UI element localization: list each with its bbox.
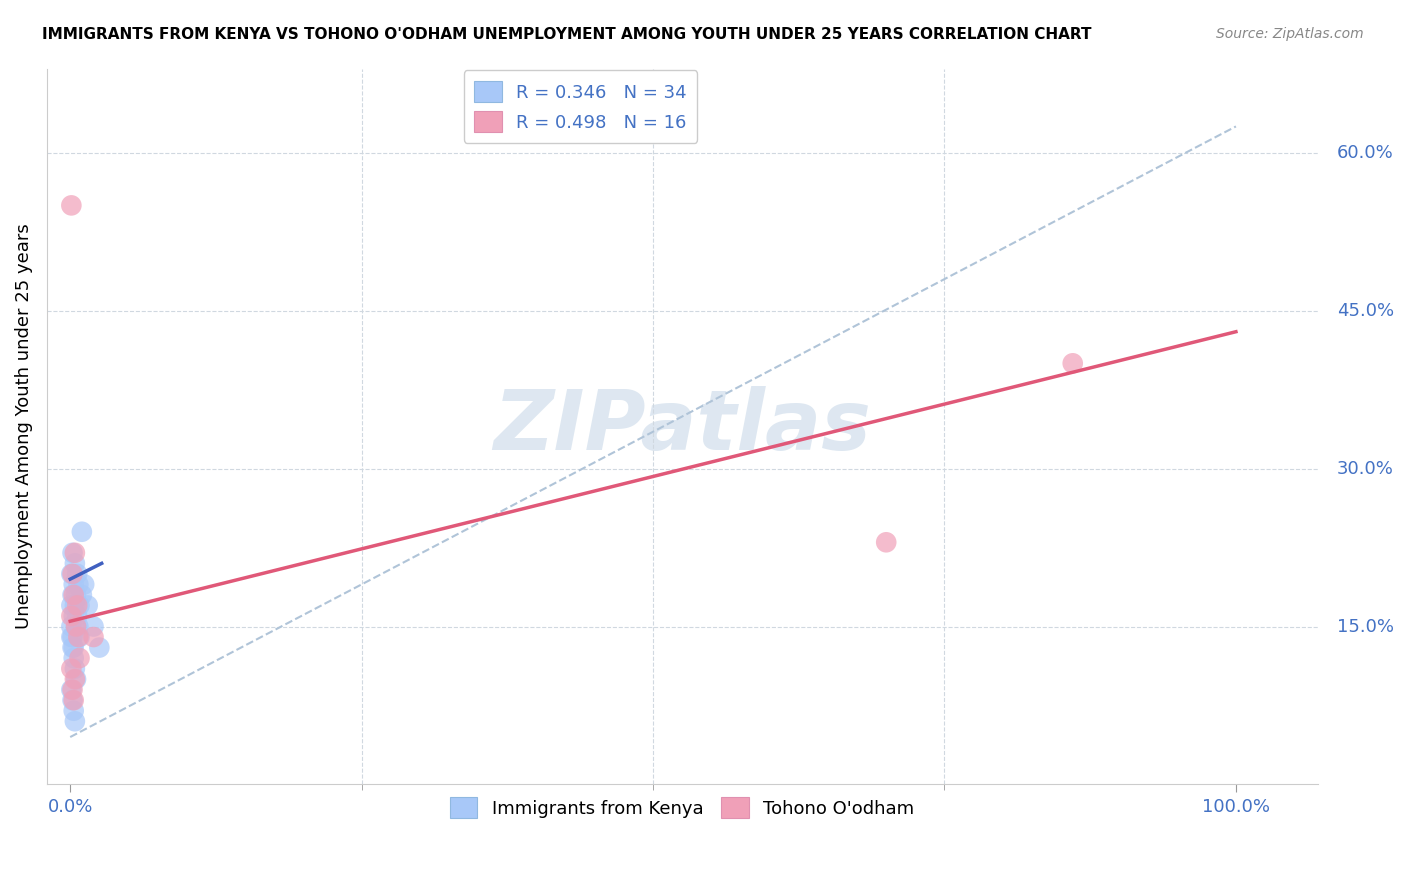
Point (66, 609, 89, 624)
Point (62, 609, 84, 624)
Text: 15.0%: 15.0% (1337, 617, 1393, 635)
Point (60, 566, 83, 581)
Point (69, 599, 91, 613)
Point (60, 662, 83, 676)
Point (70, 524, 93, 539)
Point (1062, 356, 1084, 370)
Point (875, 535, 897, 549)
Point (60, 619, 83, 633)
Point (69, 630, 91, 644)
Point (65, 672, 87, 686)
Point (63, 599, 86, 613)
Text: 30.0%: 30.0% (1337, 459, 1393, 477)
Point (62, 588, 84, 602)
Point (89, 640, 111, 655)
Point (66, 599, 89, 613)
Point (63, 662, 86, 676)
Point (60, 682, 83, 697)
Point (62, 651, 84, 665)
Point (65, 619, 87, 633)
Point (62, 704, 84, 718)
Point (69, 651, 91, 665)
Point (62, 640, 84, 655)
Text: ZIPatlas: ZIPatlas (494, 386, 872, 467)
Point (60, 198, 83, 212)
Point (60, 609, 83, 624)
Point (63, 546, 86, 560)
Point (70, 588, 93, 602)
Point (76, 599, 98, 613)
Point (62, 577, 84, 591)
Point (65, 619, 87, 633)
Point (67, 630, 90, 644)
Point (62, 682, 84, 697)
Point (83, 619, 105, 633)
Point (83, 630, 105, 644)
Point (67, 577, 90, 591)
Text: 60.0%: 60.0% (1337, 144, 1393, 161)
Text: Source: ZipAtlas.com: Source: ZipAtlas.com (1216, 27, 1364, 41)
Point (60, 630, 83, 644)
Point (63, 672, 86, 686)
Point (66, 566, 89, 581)
Point (63, 557, 86, 571)
Y-axis label: Unemployment Among Youth under 25 years: Unemployment Among Youth under 25 years (15, 224, 32, 630)
Point (62, 588, 84, 602)
Point (62, 693, 84, 707)
Point (62, 640, 84, 655)
Point (62, 693, 84, 707)
Point (63, 714, 86, 729)
Point (67, 619, 90, 633)
Point (62, 630, 84, 644)
Text: IMMIGRANTS FROM KENYA VS TOHONO O'ODHAM UNEMPLOYMENT AMONG YOUTH UNDER 25 YEARS : IMMIGRANTS FROM KENYA VS TOHONO O'ODHAM … (42, 27, 1091, 42)
Text: 45.0%: 45.0% (1337, 301, 1393, 319)
Legend: Immigrants from Kenya, Tohono O'odham: Immigrants from Kenya, Tohono O'odham (443, 790, 921, 825)
Point (73, 577, 96, 591)
Point (60, 599, 83, 613)
Point (62, 546, 84, 560)
Point (62, 566, 84, 581)
Point (65, 588, 87, 602)
